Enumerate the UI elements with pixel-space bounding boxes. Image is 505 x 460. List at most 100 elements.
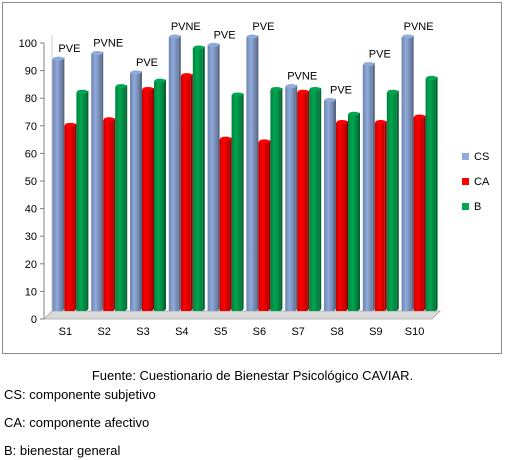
bar-top: [348, 111, 360, 116]
bar-side: [334, 98, 336, 311]
bar-ca-s10: [413, 117, 424, 311]
bar-side: [140, 70, 142, 311]
bar-group-annotation: PVE: [136, 57, 158, 69]
note-cs: CS: componente subjetivo: [4, 387, 156, 402]
bar-top: [309, 86, 321, 91]
bar-group-annotation: PVNE: [93, 38, 123, 50]
x-tick-label: S1: [59, 326, 72, 338]
bar-side: [396, 90, 399, 311]
y-tick-label: 0: [31, 314, 37, 326]
bar-top: [336, 120, 348, 125]
bar-side: [358, 112, 360, 311]
bar-b-s9: [386, 92, 397, 311]
bar-group-annotation: PVE: [252, 21, 274, 33]
bar-side: [190, 73, 193, 311]
bar-side: [229, 137, 232, 311]
y-tick-label: 60: [25, 148, 37, 160]
bar-side: [346, 120, 348, 311]
bar-side: [101, 51, 104, 312]
legend-label-b: B: [474, 201, 481, 213]
bar-cs-s1: [52, 59, 63, 311]
legend-label-cs: CS: [474, 151, 489, 163]
bar-ca-s8: [336, 122, 346, 311]
bar-chart: 0 10 20 30 40 50 60 70 80 90 100 PVE S1 PVNE S2 PVE S3 PV…: [19, 21, 490, 338]
bar-b-s2: [115, 86, 126, 312]
bar-side: [241, 92, 244, 312]
bar-side: [152, 87, 154, 311]
bar-side: [435, 76, 438, 312]
bar-top: [193, 45, 205, 50]
bar-group-annotation: PVNE: [171, 21, 201, 33]
bar-side: [86, 90, 89, 311]
bar-top: [402, 34, 414, 39]
bar-side: [113, 117, 116, 311]
bar-top: [52, 56, 64, 61]
bar-top: [375, 120, 387, 125]
bar-ca-s2: [103, 119, 114, 311]
chart-source: Fuente: Cuestionario de Bienestar Psicol…: [91, 368, 414, 383]
legend-swatch-cs: [462, 153, 469, 160]
x-tick-label: S5: [214, 326, 227, 338]
bar-top: [220, 136, 232, 141]
bar-side: [268, 139, 271, 311]
bar-ca-s6: [258, 141, 269, 311]
bar-top: [285, 84, 297, 89]
y-tick-label: 100: [19, 38, 37, 50]
bar-side: [372, 62, 375, 311]
x-tick-label: S3: [136, 326, 149, 338]
bar-ca-s5: [219, 139, 230, 311]
bar-top: [258, 139, 270, 144]
bar-side: [384, 120, 387, 311]
bar-cs-s6: [246, 37, 257, 311]
bar-side: [280, 87, 283, 311]
bar-b-s3: [154, 81, 164, 311]
bar-b-s7: [309, 89, 320, 311]
bar-cs-s10: [401, 37, 412, 311]
bar-side: [307, 90, 310, 311]
bar-top: [426, 75, 438, 80]
bar-top: [154, 78, 166, 83]
bar-top: [363, 62, 375, 67]
x-tick-label: S10: [405, 326, 425, 338]
bar-group-annotation: PVE: [214, 29, 236, 41]
note-b: B: bienestar general: [4, 443, 121, 458]
bar-side: [74, 123, 77, 311]
bar-cs-s9: [362, 64, 373, 311]
bar-cs-s3: [130, 72, 140, 311]
bar-side: [125, 84, 128, 312]
x-tick-label: S8: [330, 326, 343, 338]
legend-label-ca: CA: [474, 176, 490, 188]
bar-b-s6: [270, 89, 281, 311]
y-tick-label: 50: [25, 176, 37, 188]
bar-top: [387, 89, 399, 94]
y-tick-label: 20: [25, 259, 37, 271]
bar-group-annotation: PVNE: [287, 71, 317, 83]
bar-top: [115, 84, 127, 89]
bar-ca-s4: [180, 75, 191, 311]
x-tick-label: S6: [253, 326, 266, 338]
bar-top: [130, 70, 142, 75]
bar-b-s8: [348, 114, 358, 311]
x-tick-label: S4: [175, 326, 188, 338]
bar-b-s5: [231, 94, 242, 312]
bar-top: [181, 73, 193, 78]
bar-side: [319, 87, 322, 311]
bar-side: [217, 43, 220, 311]
bar-group-annotation: PVE: [369, 49, 391, 61]
bar-side: [411, 35, 414, 311]
bar-top: [246, 34, 258, 39]
bar-b-s4: [192, 48, 203, 311]
bar-top: [91, 51, 103, 56]
bar-top: [324, 97, 336, 102]
note-ca: CA: componente afectivo: [4, 415, 150, 430]
bar-top: [414, 114, 426, 119]
bar-top: [76, 89, 88, 94]
bar-top: [270, 86, 282, 91]
bar-cs-s7: [285, 86, 296, 312]
x-tick-label: S7: [291, 326, 304, 338]
bar-top: [169, 34, 181, 39]
bar-side: [202, 46, 205, 311]
bar-side: [164, 79, 166, 311]
x-tick-label: S2: [97, 326, 110, 338]
y-tick-label: 70: [25, 121, 37, 133]
